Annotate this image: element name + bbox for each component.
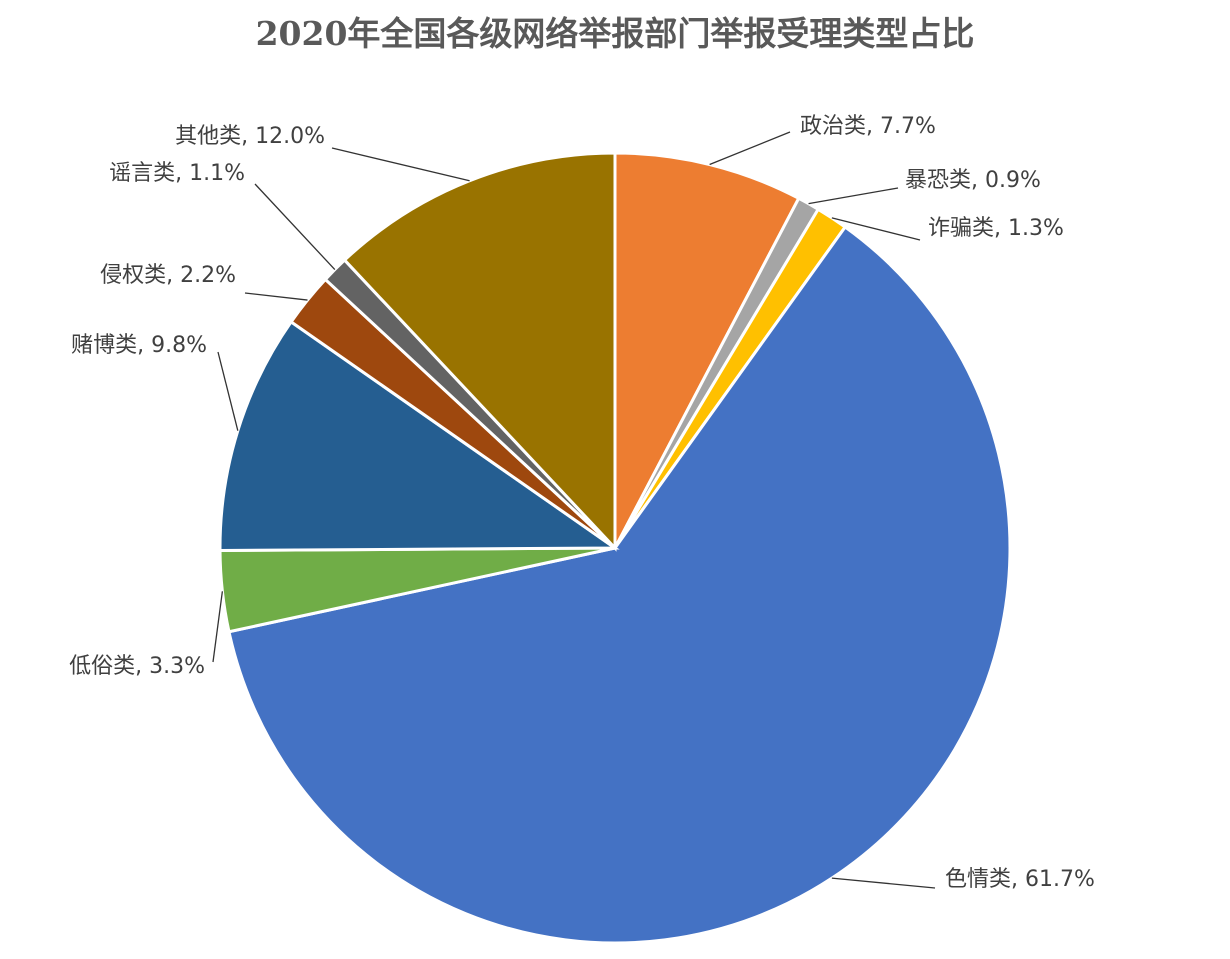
leader-line [217,351,239,431]
pie-slice [342,151,617,552]
pie-slice [227,224,1012,945]
data-label: 赌博类, 9.8% [71,333,207,358]
pie-slice [218,319,620,552]
leader-line [254,183,336,271]
leader-line [808,187,899,205]
leader-line [831,877,936,889]
leader-line [212,591,224,663]
data-label: 低俗类, 3.3% [69,654,205,679]
chart-title: 2020年全国各级网络举报部门举报受理类型占比 [256,14,975,53]
leader-line [831,217,921,241]
data-label: 诈骗类, 1.3% [928,216,1064,241]
data-label: 色情类, 61.7% [945,867,1095,892]
data-label: 政治类, 7.7% [800,114,936,139]
data-label: 侵权类, 2.2% [100,263,236,288]
data-label: 谣言类, 1.1% [109,161,245,186]
leader-line [244,292,308,301]
data-label: 暴恐类, 0.9% [905,168,1041,193]
data-label: 其他类, 12.0% [175,124,325,149]
leader-line [331,147,470,182]
leader-line [709,131,791,166]
